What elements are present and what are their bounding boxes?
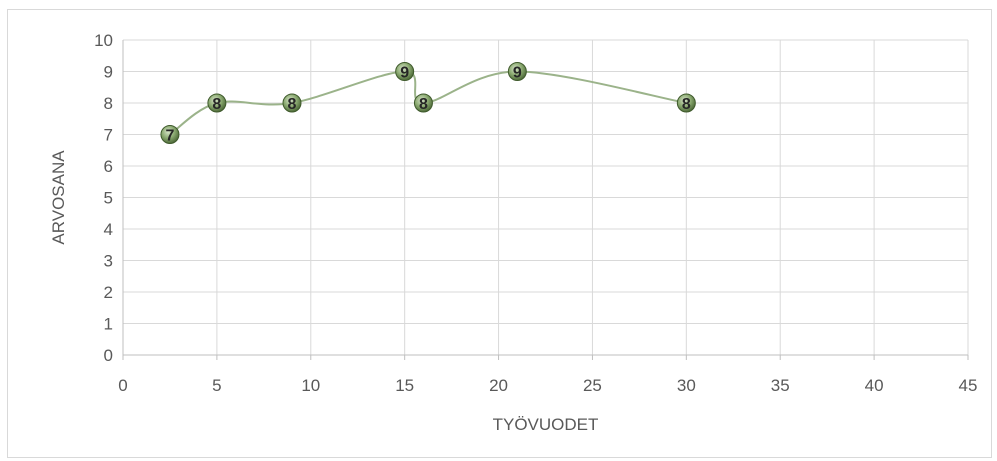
data-label: 8: [419, 96, 428, 113]
data-label: 9: [400, 65, 409, 82]
x-tick-label: 40: [865, 376, 884, 395]
x-tick-label: 30: [677, 376, 696, 395]
x-axis-title: TYÖVUODET: [493, 415, 599, 434]
y-tick-label: 2: [104, 283, 113, 302]
x-tick-label: 5: [212, 376, 221, 395]
data-label: 7: [165, 128, 174, 145]
y-tick-label: 1: [104, 315, 113, 334]
data-point: [160, 125, 180, 144]
x-tick-label: 15: [395, 376, 414, 395]
y-tick-label: 7: [104, 126, 113, 145]
x-tick-label: 0: [118, 376, 127, 395]
x-tick-label: 35: [771, 376, 790, 395]
x-tick-label: 20: [489, 376, 508, 395]
x-tick-label: 45: [959, 376, 978, 395]
data-point: [395, 62, 415, 81]
gridlines: [123, 39, 969, 355]
y-axis-title: ARVOSANA: [49, 150, 68, 245]
data-point: [413, 93, 433, 113]
y-tick-label: 10: [94, 31, 113, 50]
data-point: [282, 93, 302, 113]
data-point: [207, 93, 227, 113]
chart-frame: [7, 9, 992, 458]
y-tick-label: 4: [104, 220, 113, 239]
y-tick-label: 6: [104, 157, 113, 176]
y-tick-label: 9: [104, 63, 113, 82]
data-label: 9: [513, 65, 522, 82]
x-tick-label: 25: [583, 376, 602, 395]
y-tick-label: 0: [104, 346, 113, 365]
data-point: [507, 62, 527, 81]
data-label: 8: [212, 96, 221, 113]
x-tick-label: 10: [301, 376, 320, 395]
data-label: 8: [682, 96, 691, 113]
y-tick-label: 3: [104, 252, 113, 271]
data-point: [676, 93, 696, 113]
data-label: 8: [288, 96, 297, 113]
y-tick-label: 8: [104, 94, 113, 113]
y-tick-label: 5: [104, 189, 113, 208]
